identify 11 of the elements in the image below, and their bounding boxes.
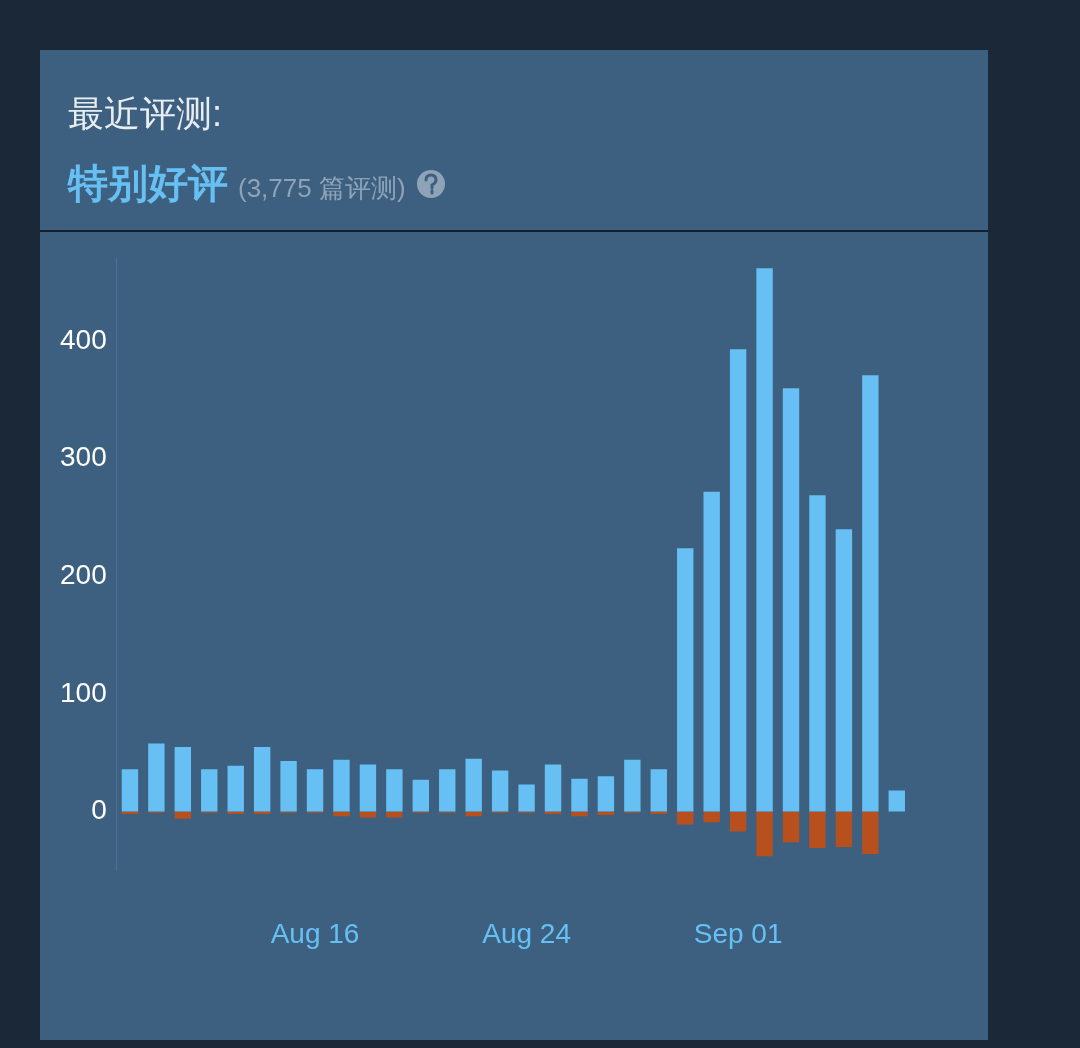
y-tick-label: 100 [60,676,107,708]
x-tick-label: Aug 24 [482,917,571,949]
chart-subtitle: 特别好评 [68,160,228,207]
y-tick-label: 300 [60,441,107,473]
y-tick-label: 400 [60,323,107,355]
text: (3,775 篇评测) [238,172,406,205]
y-tick-label: 200 [60,559,107,591]
x-tick-label: Sep 01 [693,917,783,949]
x-tick-label: Aug 16 [270,917,360,949]
chart-title: 最近评测: [68,92,223,136]
y-tick-label: 0 [91,794,107,826]
